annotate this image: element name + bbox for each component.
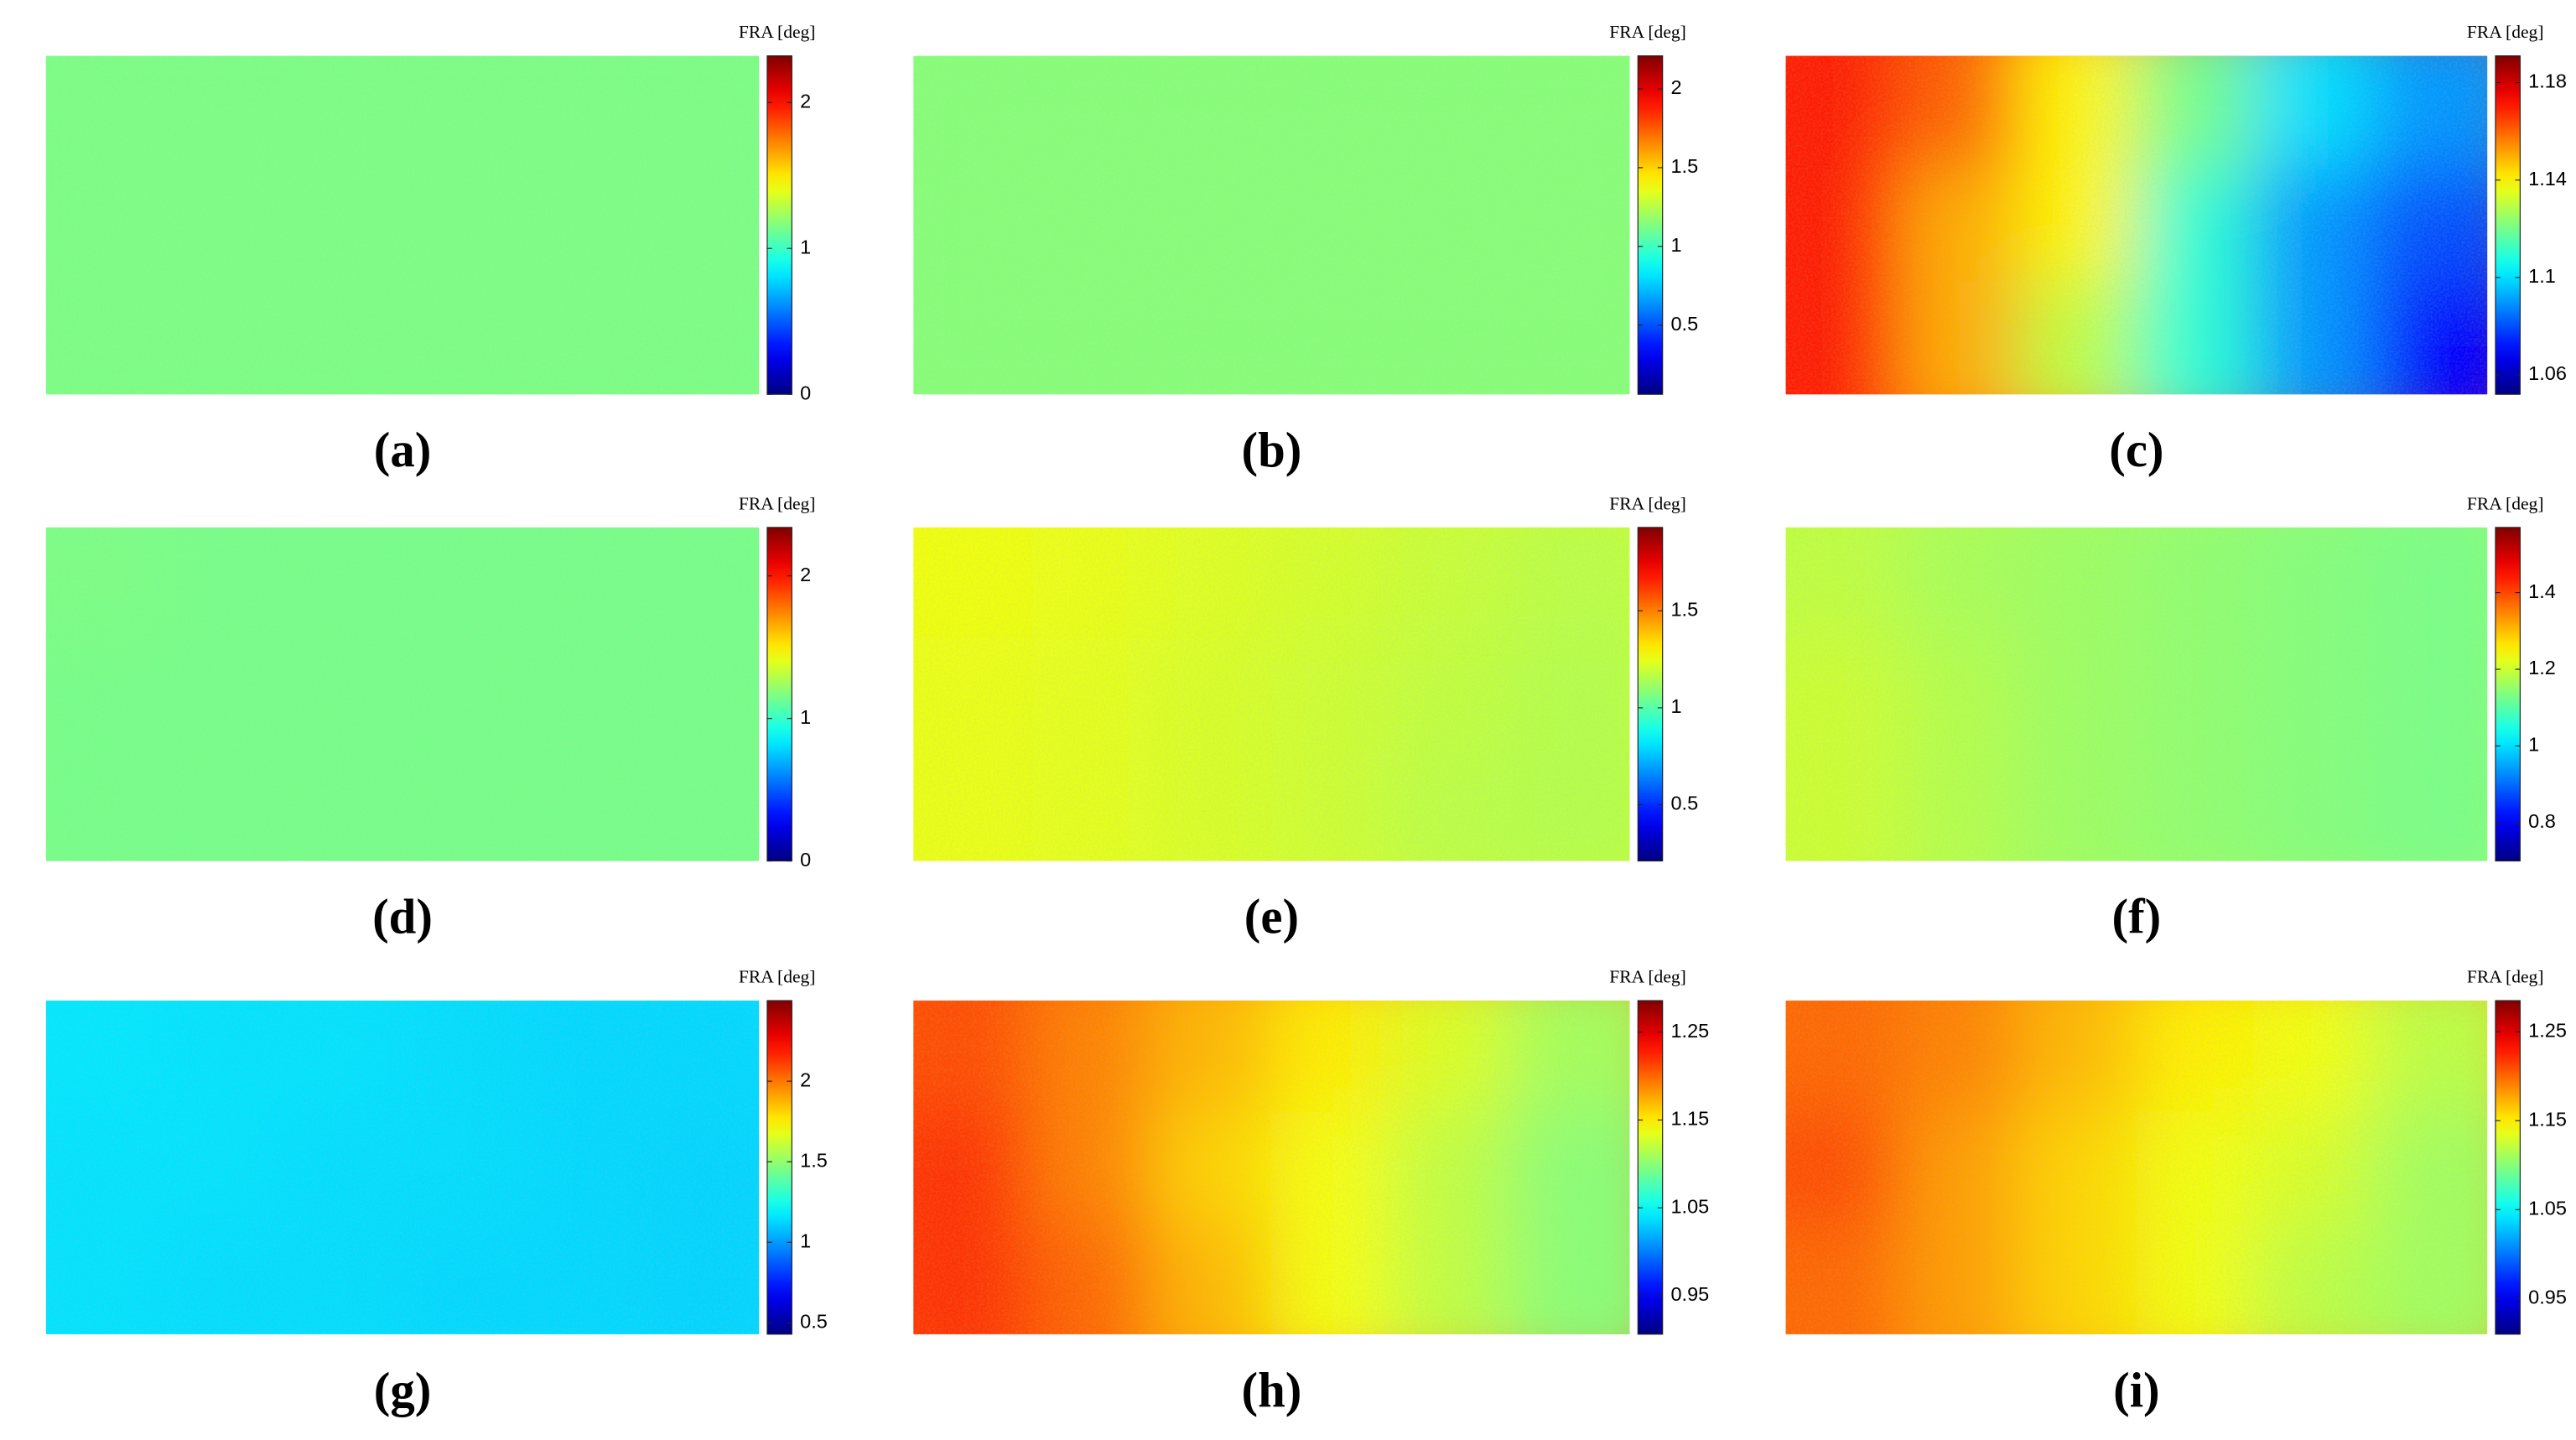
heatmap (45, 527, 760, 861)
panel-caption: (b) (1241, 423, 1301, 477)
panel-caption: (c) (2109, 423, 2163, 477)
colorbar-tick-label: 0.5 (800, 1311, 828, 1333)
colorbar-tick-label: 2 (1670, 76, 1681, 98)
colorbar-tick-label: 1.5 (1670, 155, 1698, 177)
colorbar (2495, 55, 2521, 395)
colorbar (2495, 1000, 2521, 1335)
panel-caption: (f) (2112, 890, 2162, 944)
colorbar (766, 1000, 792, 1335)
speckle (913, 527, 1630, 861)
colorbar-tick-label: 0.95 (2528, 1287, 2567, 1308)
panel-caption: (d) (372, 890, 433, 944)
speckle (45, 55, 760, 395)
colorbar (2495, 527, 2521, 862)
speckle (45, 527, 760, 861)
colorbar-tick-label: 1.15 (1670, 1108, 1709, 1130)
colorbar-label: FRA [deg] (1609, 22, 1686, 42)
colorbar (766, 55, 792, 395)
colorbar-label: FRA [deg] (1609, 493, 1686, 513)
panel-caption: (h) (1241, 1363, 1301, 1417)
colorbar-label: FRA [deg] (739, 22, 816, 42)
heatmap (1785, 527, 2488, 861)
speckle (913, 55, 1630, 395)
colorbar-label: FRA [deg] (1609, 967, 1686, 987)
speckle (45, 1001, 760, 1334)
panel-caption: (g) (374, 1363, 432, 1417)
colorbar-tick-label: 1.25 (1670, 1020, 1709, 1042)
heatmap (913, 55, 1630, 395)
colorbar-tick-label: 1.4 (2528, 580, 2556, 602)
colorbar-tick-label: 1 (800, 706, 811, 728)
panel-caption: (i) (2113, 1363, 2159, 1417)
colorbar-tick-label: 1.15 (2528, 1109, 2567, 1131)
colorbar-label: FRA [deg] (2467, 493, 2544, 513)
colorbar-label: FRA [deg] (739, 493, 816, 513)
colorbar (1637, 1000, 1664, 1335)
colorbar-tick-label: 0.5 (1670, 793, 1698, 814)
colorbar-tick-label: 1.1 (2528, 265, 2556, 287)
speckle (913, 1001, 1630, 1334)
colorbar (766, 527, 792, 862)
colorbar-tick-label: 1.18 (2528, 70, 2567, 92)
heatmap (1785, 55, 2488, 395)
colorbar-tick-label: 1.5 (1670, 599, 1698, 621)
heatmap (45, 1001, 760, 1334)
colorbar-tick-label: 0 (800, 382, 811, 403)
colorbar-tick-label: 2 (800, 564, 811, 585)
heatmap (1785, 1001, 2488, 1334)
colorbar-tick-label: 1.05 (2528, 1198, 2567, 1219)
speckle (1785, 1001, 2488, 1334)
colorbar-tick-label: 1.25 (2528, 1019, 2567, 1041)
heatmap (45, 55, 760, 395)
colorbar-tick-label: 1.14 (2528, 168, 2567, 190)
heatmap (913, 1001, 1630, 1334)
colorbar-tick-label: 0 (800, 849, 811, 871)
colorbar-tick-label: 1.06 (2528, 362, 2567, 384)
colorbar-tick-label: 1 (800, 1230, 811, 1252)
colorbar-tick-label: 0.8 (2528, 810, 2556, 832)
colorbar (1637, 527, 1664, 862)
panel-caption: (a) (374, 423, 432, 477)
colorbar-tick-label: 0.5 (1670, 313, 1698, 335)
colorbar-tick-label: 0.95 (1670, 1283, 1709, 1305)
colorbar-tick-label: 1.05 (1670, 1195, 1709, 1217)
colorbar-tick-label: 1 (1670, 234, 1681, 256)
heatmap (913, 527, 1630, 861)
colorbar-label: FRA [deg] (2467, 967, 2544, 987)
speckle (1785, 527, 2488, 861)
panel-caption: (e) (1244, 890, 1299, 944)
colorbar-tick-label: 1 (1670, 695, 1681, 717)
colorbar (1637, 55, 1664, 395)
colorbar-tick-label: 2 (800, 1068, 811, 1090)
colorbar-tick-label: 1 (800, 236, 811, 257)
colorbar-label: FRA [deg] (739, 967, 816, 987)
colorbar-label: FRA [deg] (2467, 22, 2544, 42)
speckle (1785, 55, 2488, 395)
colorbar-tick-label: 1.2 (2528, 657, 2556, 678)
colorbar-tick-label: 2 (800, 90, 811, 112)
colorbar-tick-label: 1 (2528, 734, 2539, 756)
colorbar-tick-label: 1.5 (800, 1149, 828, 1171)
